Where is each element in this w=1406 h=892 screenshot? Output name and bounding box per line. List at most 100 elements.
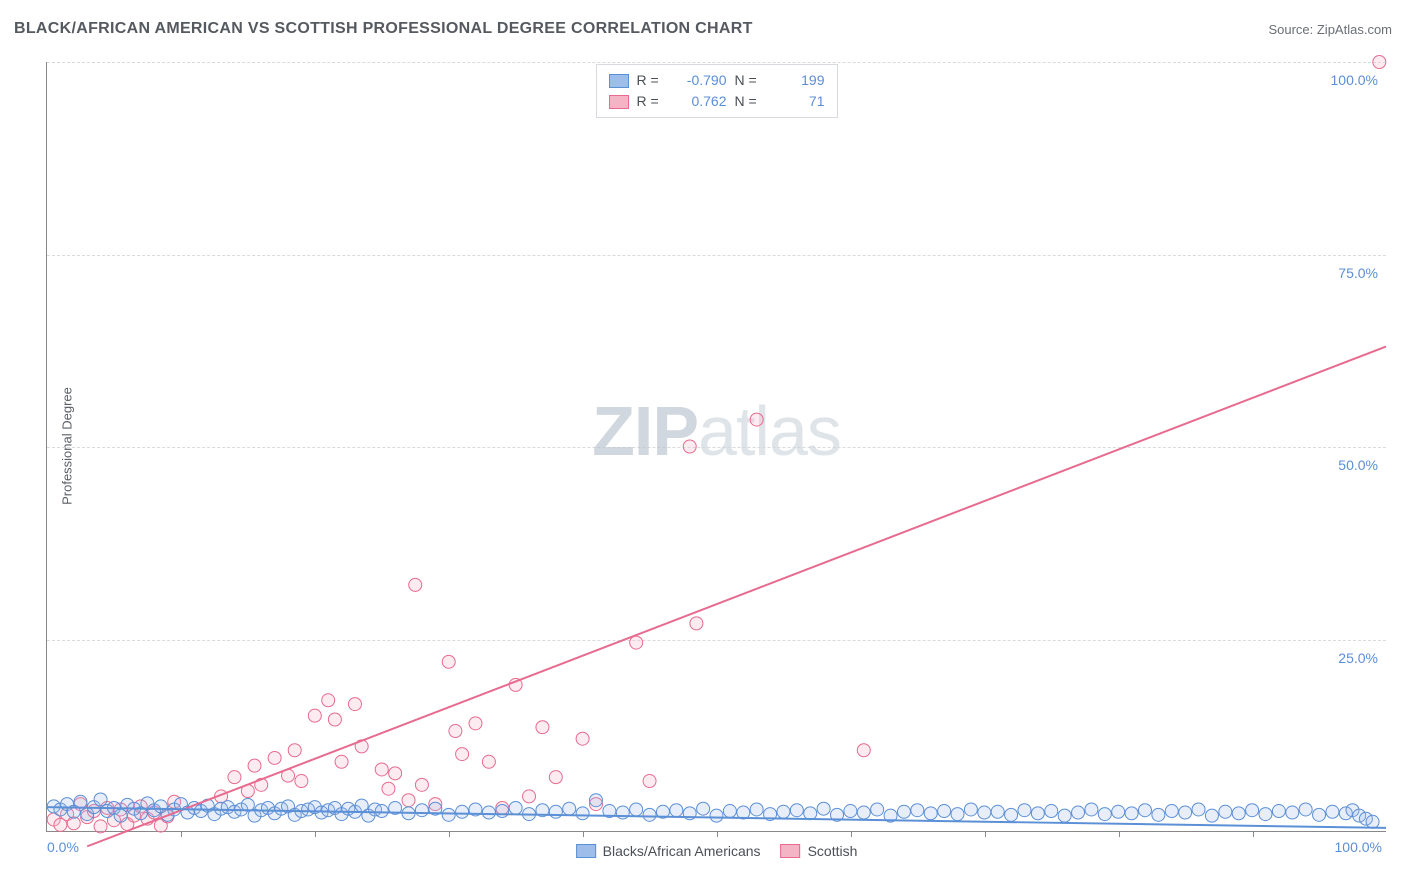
plot-area: ZIPatlas 25.0%50.0%75.0%100.0% 0.0%100.0… <box>46 62 1386 832</box>
data-point <box>288 744 301 757</box>
data-point <box>322 694 335 707</box>
data-point <box>415 778 428 791</box>
data-point <box>1165 805 1178 818</box>
source-label: Source: ZipAtlas.com <box>1268 22 1392 37</box>
data-point <box>1299 803 1312 816</box>
data-point <box>1125 807 1138 820</box>
data-point <box>469 717 482 730</box>
data-point <box>750 413 763 426</box>
xtick-label: 100.0% <box>1335 839 1382 855</box>
ytick-label: 25.0% <box>1338 650 1378 666</box>
legend-label-blue: Blacks/African Americans <box>603 843 761 859</box>
data-point <box>1219 805 1232 818</box>
swatch-blue <box>576 844 596 858</box>
data-point <box>1005 808 1018 821</box>
data-point <box>549 805 562 818</box>
data-point <box>844 805 857 818</box>
data-point <box>697 802 710 815</box>
xtick-mark <box>1119 831 1120 837</box>
data-point <box>1232 807 1245 820</box>
data-point <box>449 725 462 738</box>
data-point <box>509 801 522 814</box>
data-point <box>482 806 495 819</box>
data-point <box>576 732 589 745</box>
data-point <box>1138 804 1151 817</box>
r-label: R = <box>637 70 665 91</box>
data-point <box>1085 803 1098 816</box>
plot-svg <box>47 62 1386 831</box>
data-point <box>643 775 656 788</box>
r-value-pink: 0.762 <box>673 91 727 112</box>
trendline <box>87 347 1386 847</box>
data-point <box>804 807 817 820</box>
data-point <box>389 767 402 780</box>
data-point <box>523 790 536 803</box>
swatch-pink <box>609 95 629 109</box>
data-point <box>375 763 388 776</box>
xtick-mark <box>315 831 316 837</box>
ytick-label: 50.0% <box>1338 457 1378 473</box>
data-point <box>335 755 348 768</box>
data-point <box>375 805 388 818</box>
data-point <box>857 744 870 757</box>
data-point <box>857 806 870 819</box>
n-value-pink: 71 <box>771 91 825 112</box>
legend-row-pink: R = 0.762 N = 71 <box>609 91 825 112</box>
data-point <box>442 808 455 821</box>
chart-title: BLACK/AFRICAN AMERICAN VS SCOTTISH PROFE… <box>14 20 753 38</box>
n-value-blue: 199 <box>771 70 825 91</box>
data-point <box>1272 805 1285 818</box>
data-point <box>94 793 107 806</box>
xtick-mark <box>181 831 182 837</box>
data-point <box>1246 804 1259 817</box>
correlation-legend: R = -0.790 N = 199 R = 0.762 N = 71 <box>596 64 838 118</box>
data-point <box>589 794 602 807</box>
data-point <box>74 795 87 808</box>
data-point <box>1326 805 1339 818</box>
data-point <box>442 655 455 668</box>
data-point <box>991 805 1004 818</box>
swatch-pink <box>781 844 801 858</box>
data-point <box>964 803 977 816</box>
data-point <box>1205 809 1218 822</box>
data-point <box>630 803 643 816</box>
data-point <box>456 748 469 761</box>
data-point <box>1031 807 1044 820</box>
r-label: R = <box>637 91 665 112</box>
legend-label-pink: Scottish <box>808 843 858 859</box>
data-point <box>482 755 495 768</box>
data-point <box>1259 808 1272 821</box>
r-value-blue: -0.790 <box>673 70 727 91</box>
data-point <box>897 805 910 818</box>
data-point <box>94 820 107 833</box>
data-point <box>1072 806 1085 819</box>
data-point <box>750 803 763 816</box>
data-point <box>777 805 790 818</box>
legend-item-blue: Blacks/African Americans <box>576 843 761 859</box>
data-point <box>710 809 723 822</box>
legend-row-blue: R = -0.790 N = 199 <box>609 70 825 91</box>
data-point <box>1366 815 1379 828</box>
xtick-mark <box>583 831 584 837</box>
data-point <box>1112 805 1125 818</box>
data-point <box>630 636 643 649</box>
data-point <box>1192 803 1205 816</box>
xtick-mark <box>985 831 986 837</box>
chart-header: BLACK/AFRICAN AMERICAN VS SCOTTISH PROFE… <box>14 20 1392 38</box>
xtick-mark <box>449 831 450 837</box>
data-point <box>248 759 261 772</box>
data-point <box>1045 805 1058 818</box>
series-legend: Blacks/African Americans Scottish <box>576 843 858 859</box>
data-point <box>1313 808 1326 821</box>
ytick-label: 75.0% <box>1338 265 1378 281</box>
data-point <box>924 807 937 820</box>
data-point <box>308 709 321 722</box>
data-point <box>1098 808 1111 821</box>
xtick-label: 0.0% <box>47 839 79 855</box>
data-point <box>563 802 576 815</box>
data-point <box>415 804 428 817</box>
data-point <box>295 775 308 788</box>
n-label: N = <box>735 91 763 112</box>
data-point <box>643 808 656 821</box>
data-point <box>549 771 562 784</box>
